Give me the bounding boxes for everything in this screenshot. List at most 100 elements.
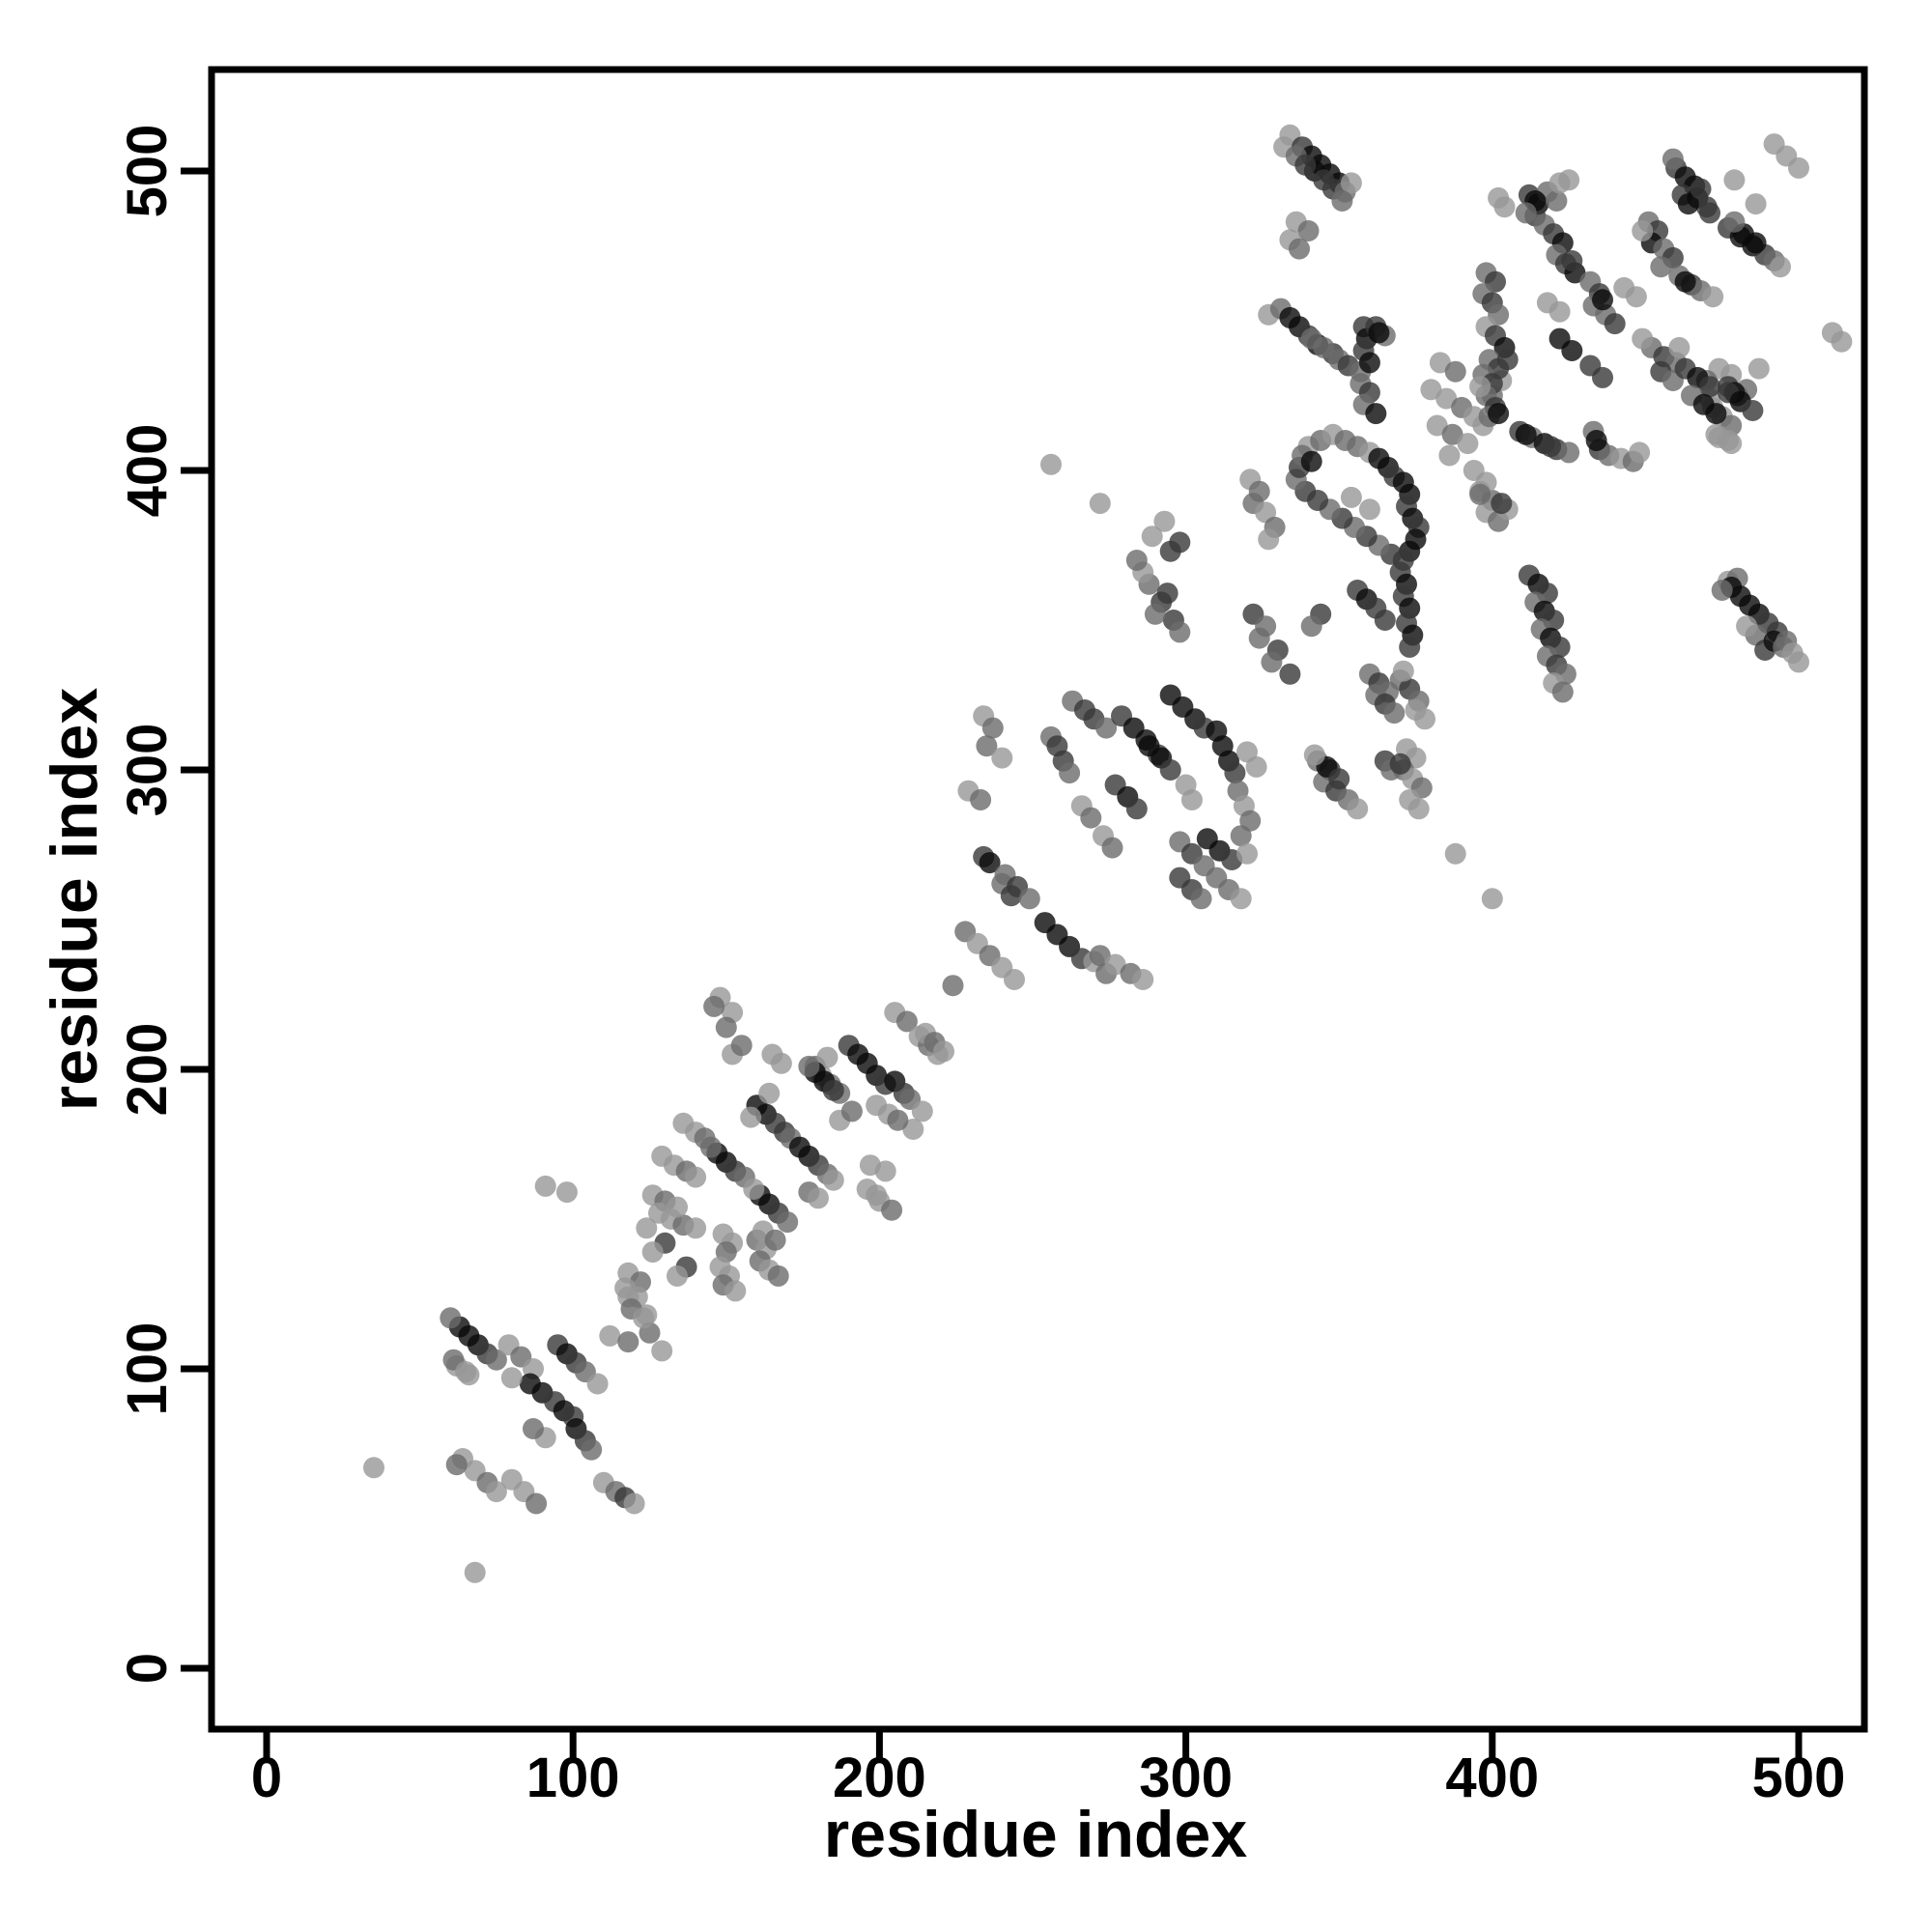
contact-point xyxy=(1300,450,1322,472)
contact-point xyxy=(440,1307,462,1329)
contact-point xyxy=(1101,837,1123,859)
contact-point xyxy=(1711,580,1733,601)
contact-point xyxy=(1230,825,1252,847)
contact-point xyxy=(586,1373,609,1395)
contact-point xyxy=(1496,349,1519,371)
y-axis-tick-labels: 0 100 200 300 400 500 xyxy=(116,125,179,1685)
contact-point xyxy=(822,1169,844,1191)
y-tick-label: 0 xyxy=(116,1653,179,1684)
contact-point xyxy=(1303,744,1325,766)
contact-point xyxy=(798,1055,820,1077)
contact-point xyxy=(1662,148,1684,170)
contact-point xyxy=(1469,483,1492,505)
y-tick-label: 300 xyxy=(116,724,179,817)
contact-point xyxy=(1125,798,1148,820)
x-axis-tick-labels: 0 100 200 300 400 500 xyxy=(251,1747,1846,1809)
contact-point xyxy=(1144,603,1166,625)
contact-point xyxy=(455,1361,477,1383)
contact-point xyxy=(667,1196,688,1218)
y-tick-label: 200 xyxy=(116,1023,179,1117)
contact-point xyxy=(743,1179,765,1200)
contact-point xyxy=(1294,154,1317,176)
contact-point xyxy=(777,1211,799,1234)
contact-point xyxy=(1153,510,1176,532)
contact-point xyxy=(1745,193,1767,215)
contact-point xyxy=(1331,190,1353,212)
contact-point xyxy=(1604,313,1626,335)
contact-point xyxy=(633,1307,655,1329)
contact-point xyxy=(464,1561,486,1583)
contact-point xyxy=(881,1199,903,1221)
contact-point xyxy=(911,1100,933,1122)
contact-point xyxy=(1279,663,1301,685)
contact-point xyxy=(1788,651,1809,673)
contact-point xyxy=(1702,286,1724,308)
contact-point xyxy=(485,1349,507,1371)
contact-point xyxy=(1677,193,1699,215)
contact-point xyxy=(636,1217,658,1239)
contact-point xyxy=(970,789,992,810)
x-axis-title: residue index xyxy=(824,1798,1248,1871)
contact-point xyxy=(1180,789,1203,810)
contact-point xyxy=(1491,493,1513,515)
contact-point xyxy=(1699,376,1720,398)
contact-point xyxy=(1438,444,1461,467)
contact-point xyxy=(979,852,1001,874)
contact-point xyxy=(641,1241,664,1264)
contact-point xyxy=(942,975,964,997)
contact-point xyxy=(523,1418,544,1439)
contact-point xyxy=(1457,433,1479,455)
contact-point xyxy=(526,1492,548,1515)
contact-point xyxy=(1625,286,1647,308)
contact-point xyxy=(1414,708,1435,730)
x-axis-ticks xyxy=(263,1729,1803,1760)
contact-point xyxy=(1141,526,1163,548)
contact-point xyxy=(1435,387,1458,410)
contact-point xyxy=(1668,336,1690,358)
contact-point xyxy=(715,1016,737,1038)
contact-point xyxy=(703,995,725,1017)
y-axis-ticks xyxy=(181,167,212,1672)
contact-point xyxy=(1080,807,1102,829)
scatter-points-layer xyxy=(363,124,1853,1583)
contact-point xyxy=(976,735,998,757)
contact-point xyxy=(1674,270,1696,293)
contact-point xyxy=(1561,340,1583,361)
contact-point xyxy=(981,717,1004,739)
contact-point xyxy=(1018,888,1040,910)
contact-point xyxy=(667,1264,688,1287)
contact-point xyxy=(1592,366,1613,388)
contact-point xyxy=(816,1046,838,1068)
contact-point xyxy=(1089,493,1111,515)
contact-point xyxy=(840,1100,863,1122)
contact-point xyxy=(1365,403,1387,425)
contact-point xyxy=(1095,717,1118,739)
contact-point xyxy=(363,1457,384,1479)
contact-point xyxy=(1289,238,1310,260)
contact-point xyxy=(699,1136,722,1158)
contact-point xyxy=(1632,220,1654,242)
contact-point xyxy=(1723,169,1746,191)
contact-point xyxy=(1132,969,1154,990)
contact-point xyxy=(1383,702,1406,724)
contact-point xyxy=(991,747,1013,769)
contact-point xyxy=(1548,172,1571,194)
contact-point xyxy=(1515,423,1537,445)
contact-point xyxy=(445,1454,468,1476)
contact-point xyxy=(1340,172,1362,194)
contact-point xyxy=(1248,627,1270,649)
contact-point xyxy=(808,1187,829,1209)
y-axis-title: residue index xyxy=(38,688,111,1112)
contact-point xyxy=(651,1340,673,1362)
contact-point xyxy=(1340,486,1362,508)
contact-point xyxy=(730,1035,753,1057)
contact-point xyxy=(1788,156,1809,179)
contact-point xyxy=(1515,202,1537,224)
contact-point xyxy=(822,1079,844,1101)
contact-point xyxy=(1426,414,1448,437)
contact-point xyxy=(1540,436,1562,458)
contact-point xyxy=(1720,433,1743,455)
contact-point xyxy=(617,1331,639,1353)
contact-point xyxy=(500,1367,523,1389)
contact-point xyxy=(1747,357,1770,380)
